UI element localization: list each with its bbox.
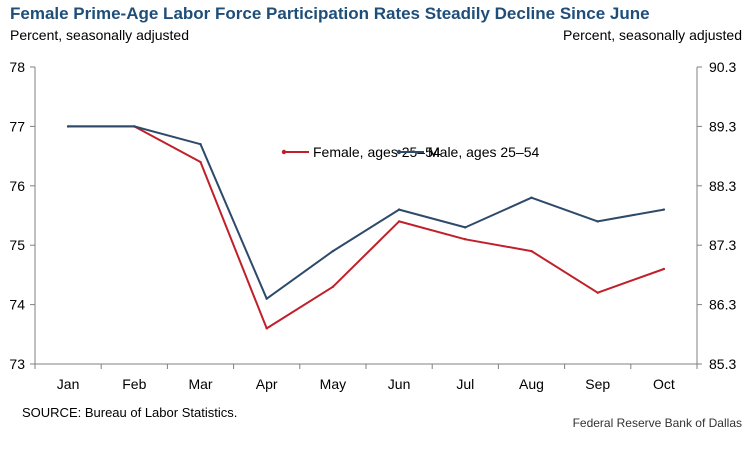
data-point [397,208,401,211]
data-point [265,327,268,330]
legend-label: Female, ages 25–54 [313,144,441,160]
data-point [662,208,666,211]
chart-axes: 73 74 75 76 77 78 85.3 86.3 87.3 88.3 89.3 90.3 Jan F… [9,59,736,392]
data-point [133,125,136,128]
data-point [464,238,467,241]
data-point [662,267,666,271]
x-tick-label: Oct [653,376,675,392]
data-point [530,249,533,253]
series-line [68,125,665,300]
data-point [66,125,70,128]
y-tick-label: 76 [9,178,25,194]
x-tick-label: Aug [519,376,544,392]
y2-tick-label: 89.3 [709,118,736,134]
series-line [68,125,665,330]
y2-tick-label: 90.3 [709,59,736,75]
legend-label: Male, ages 25–54 [428,144,540,160]
legend-item-male: Male, ages 25–54 [396,144,540,160]
data-point [265,297,268,300]
x-tick-label: Jan [57,376,80,392]
source-note: SOURCE: Bureau of Labor Statistics. [22,405,238,420]
left-axis-note: Percent, seasonally adjusted [10,27,189,43]
y2-tick-label: 85.3 [709,356,736,372]
data-point [596,291,599,294]
x-tick-label: Jul [456,376,474,392]
y-tick-label: 75 [9,237,25,253]
data-point [397,220,401,223]
y-tick-label: 77 [9,118,25,134]
y2-tick-label: 88.3 [709,178,736,194]
credit-note: Federal Reserve Bank of Dallas [572,416,742,430]
data-point [464,226,467,229]
y-tick-label: 73 [9,356,25,372]
y2-tick-label: 86.3 [709,297,736,313]
data-point [331,285,335,288]
x-tick-label: Mar [188,376,212,392]
x-tick-label: Feb [122,376,146,392]
chart-title: Female Prime-Age Labor Force Participati… [10,4,650,23]
x-tick-label: Apr [256,376,278,392]
x-tick-label: Jun [388,376,411,392]
chart-series [66,125,666,330]
x-tick-label: Sep [585,376,610,392]
legend-item-female: Female, ages 25–54 [281,144,441,160]
y2-tick-label: 87.3 [709,237,736,253]
y-tick-label: 74 [9,297,25,313]
data-point [199,160,202,164]
legend-marker [396,149,402,155]
right-axis-note: Percent, seasonally adjusted [563,27,742,43]
series-male [66,125,666,300]
data-point [530,196,533,199]
data-point [331,249,335,253]
data-point [199,143,202,146]
y-tick-label: 78 [9,59,25,75]
data-point [596,220,599,223]
x-tick-label: May [320,376,346,392]
legend-marker [281,149,287,155]
